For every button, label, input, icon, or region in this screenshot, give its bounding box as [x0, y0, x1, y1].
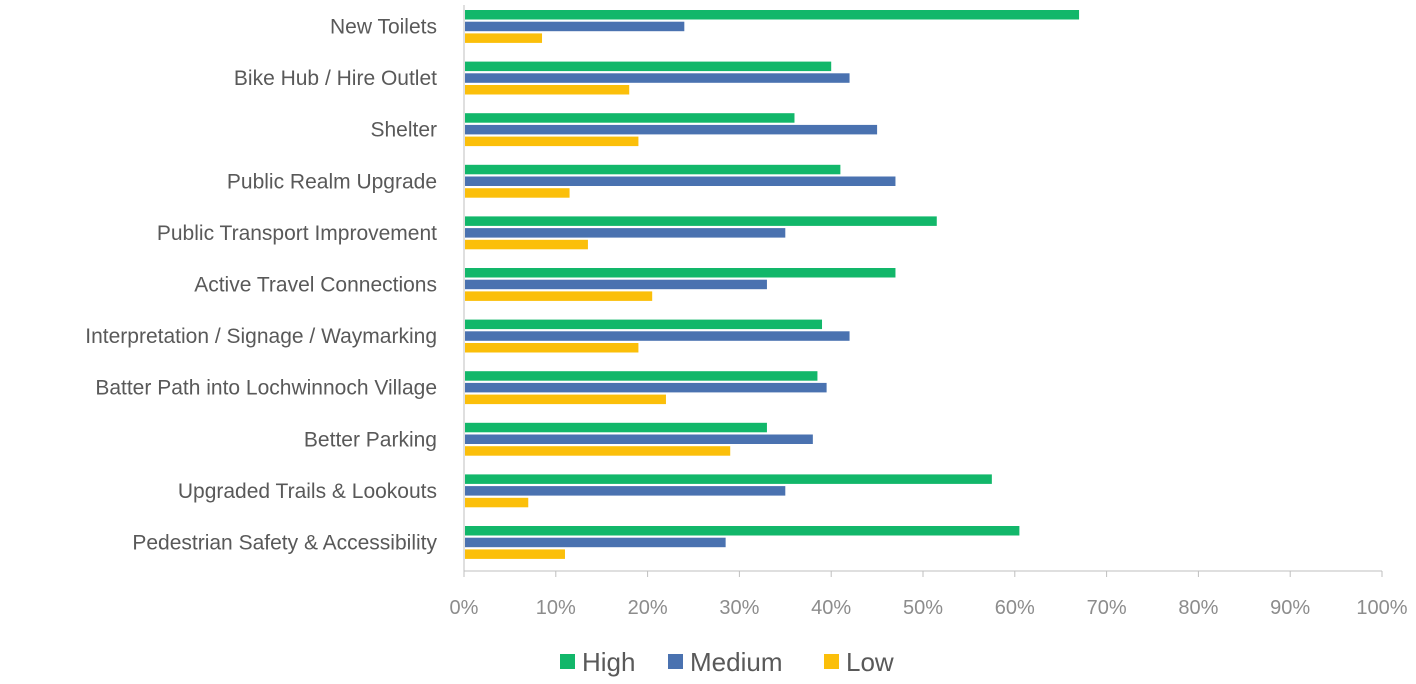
- x-tick-label: 70%: [1087, 597, 1127, 619]
- x-tick-label: 90%: [1270, 597, 1310, 619]
- bar-high-better-parking: [465, 422, 767, 433]
- category-label-upgraded-trails-lookouts: Upgraded Trails & Lookouts: [178, 480, 437, 503]
- legend-swatch-medium: [668, 654, 683, 669]
- category-label-better-parking: Better Parking: [304, 428, 437, 451]
- x-tick-label: 10%: [536, 597, 576, 619]
- category-label-bike-hub-hire-outlet: Bike Hub / Hire Outlet: [234, 67, 437, 90]
- category-label-pedestrian-safety-accessibility: Pedestrian Safety & Accessibility: [132, 531, 437, 554]
- category-label-interpretation-signage-waymarking: Interpretation / Signage / Waymarking: [85, 325, 437, 348]
- bar-high-public-transport-improvement: [465, 216, 937, 226]
- bar-low-better-parking: [465, 446, 731, 456]
- bar-high-upgraded-trails-lookouts: [465, 474, 992, 484]
- bar-medium-active-travel-connections: [465, 279, 767, 290]
- legend-label-high: High: [582, 647, 635, 677]
- legend-swatch-low: [824, 654, 839, 669]
- bar-medium-new-toilets: [465, 21, 685, 32]
- x-tick-label: 50%: [903, 597, 943, 619]
- bar-low-public-realm-upgrade: [465, 188, 570, 198]
- category-label-shelter: Shelter: [370, 119, 437, 142]
- bar-low-public-transport-improvement: [465, 239, 588, 250]
- bar-low-interpretation-signage-waymarking: [465, 343, 639, 353]
- bar-medium-bike-hub-hire-outlet: [465, 73, 850, 83]
- bar-high-new-toilets: [465, 10, 1080, 20]
- bar-medium-public-transport-improvement: [465, 228, 786, 238]
- bar-high-bike-hub-hire-outlet: [465, 61, 832, 72]
- bar-medium-upgraded-trails-lookouts: [465, 486, 786, 496]
- bar-low-shelter: [465, 136, 639, 147]
- bar-high-batter-path-into-lochwinnoch-village: [465, 371, 818, 381]
- category-label-active-travel-connections: Active Travel Connections: [194, 273, 437, 296]
- bar-low-bike-hub-hire-outlet: [465, 85, 630, 95]
- legend-swatch-high: [560, 654, 575, 669]
- bar-low-active-travel-connections: [465, 291, 653, 301]
- bar-medium-public-realm-upgrade: [465, 176, 896, 186]
- bar-low-pedestrian-safety-accessibility: [465, 549, 565, 559]
- bar-medium-better-parking: [465, 434, 813, 444]
- x-tick-label: 60%: [995, 597, 1035, 619]
- bar-high-shelter: [465, 113, 795, 123]
- x-tick-label: 0%: [450, 597, 479, 619]
- bar-low-new-toilets: [465, 33, 543, 43]
- category-label-public-realm-upgrade: Public Realm Upgrade: [227, 170, 437, 193]
- bar-high-interpretation-signage-waymarking: [465, 319, 823, 330]
- x-tick-label: 20%: [628, 597, 668, 619]
- category-labels: New Toilets Bike Hub / Hire Outlet Shelter…: [85, 15, 437, 554]
- bar-low-upgraded-trails-lookouts: [465, 497, 529, 508]
- x-tick-label: 80%: [1178, 597, 1218, 619]
- category-label-public-transport-improvement: Public Transport Improvement: [157, 222, 437, 245]
- chart-legend: High Medium Low: [560, 647, 894, 677]
- bar-medium-interpretation-signage-waymarking: [465, 331, 850, 341]
- bar-low-batter-path-into-lochwinnoch-village: [465, 394, 666, 405]
- bar-medium-shelter: [465, 124, 878, 135]
- bar-medium-pedestrian-safety-accessibility: [465, 537, 726, 548]
- bar-high-active-travel-connections: [465, 268, 896, 278]
- legend-label-low: Low: [846, 647, 894, 677]
- bar-medium-batter-path-into-lochwinnoch-village: [465, 382, 827, 393]
- bar-high-pedestrian-safety-accessibility: [465, 526, 1020, 536]
- legend-label-medium: Medium: [690, 647, 782, 677]
- x-tick-label: 40%: [811, 597, 851, 619]
- x-tick-label: 100%: [1356, 597, 1407, 619]
- x-axis-ticks: 0% 10% 20% 30% 40% 50% 60% 70% 80% 90% 100%: [450, 571, 1408, 619]
- x-tick-label: 30%: [719, 597, 759, 619]
- bar-high-public-realm-upgrade: [465, 164, 841, 175]
- category-label-batter-path-into-lochwinnoch-village: Batter Path into Lochwinnoch Village: [95, 377, 437, 400]
- chart-bars: [465, 10, 1080, 559]
- category-label-new-toilets: New Toilets: [330, 15, 437, 38]
